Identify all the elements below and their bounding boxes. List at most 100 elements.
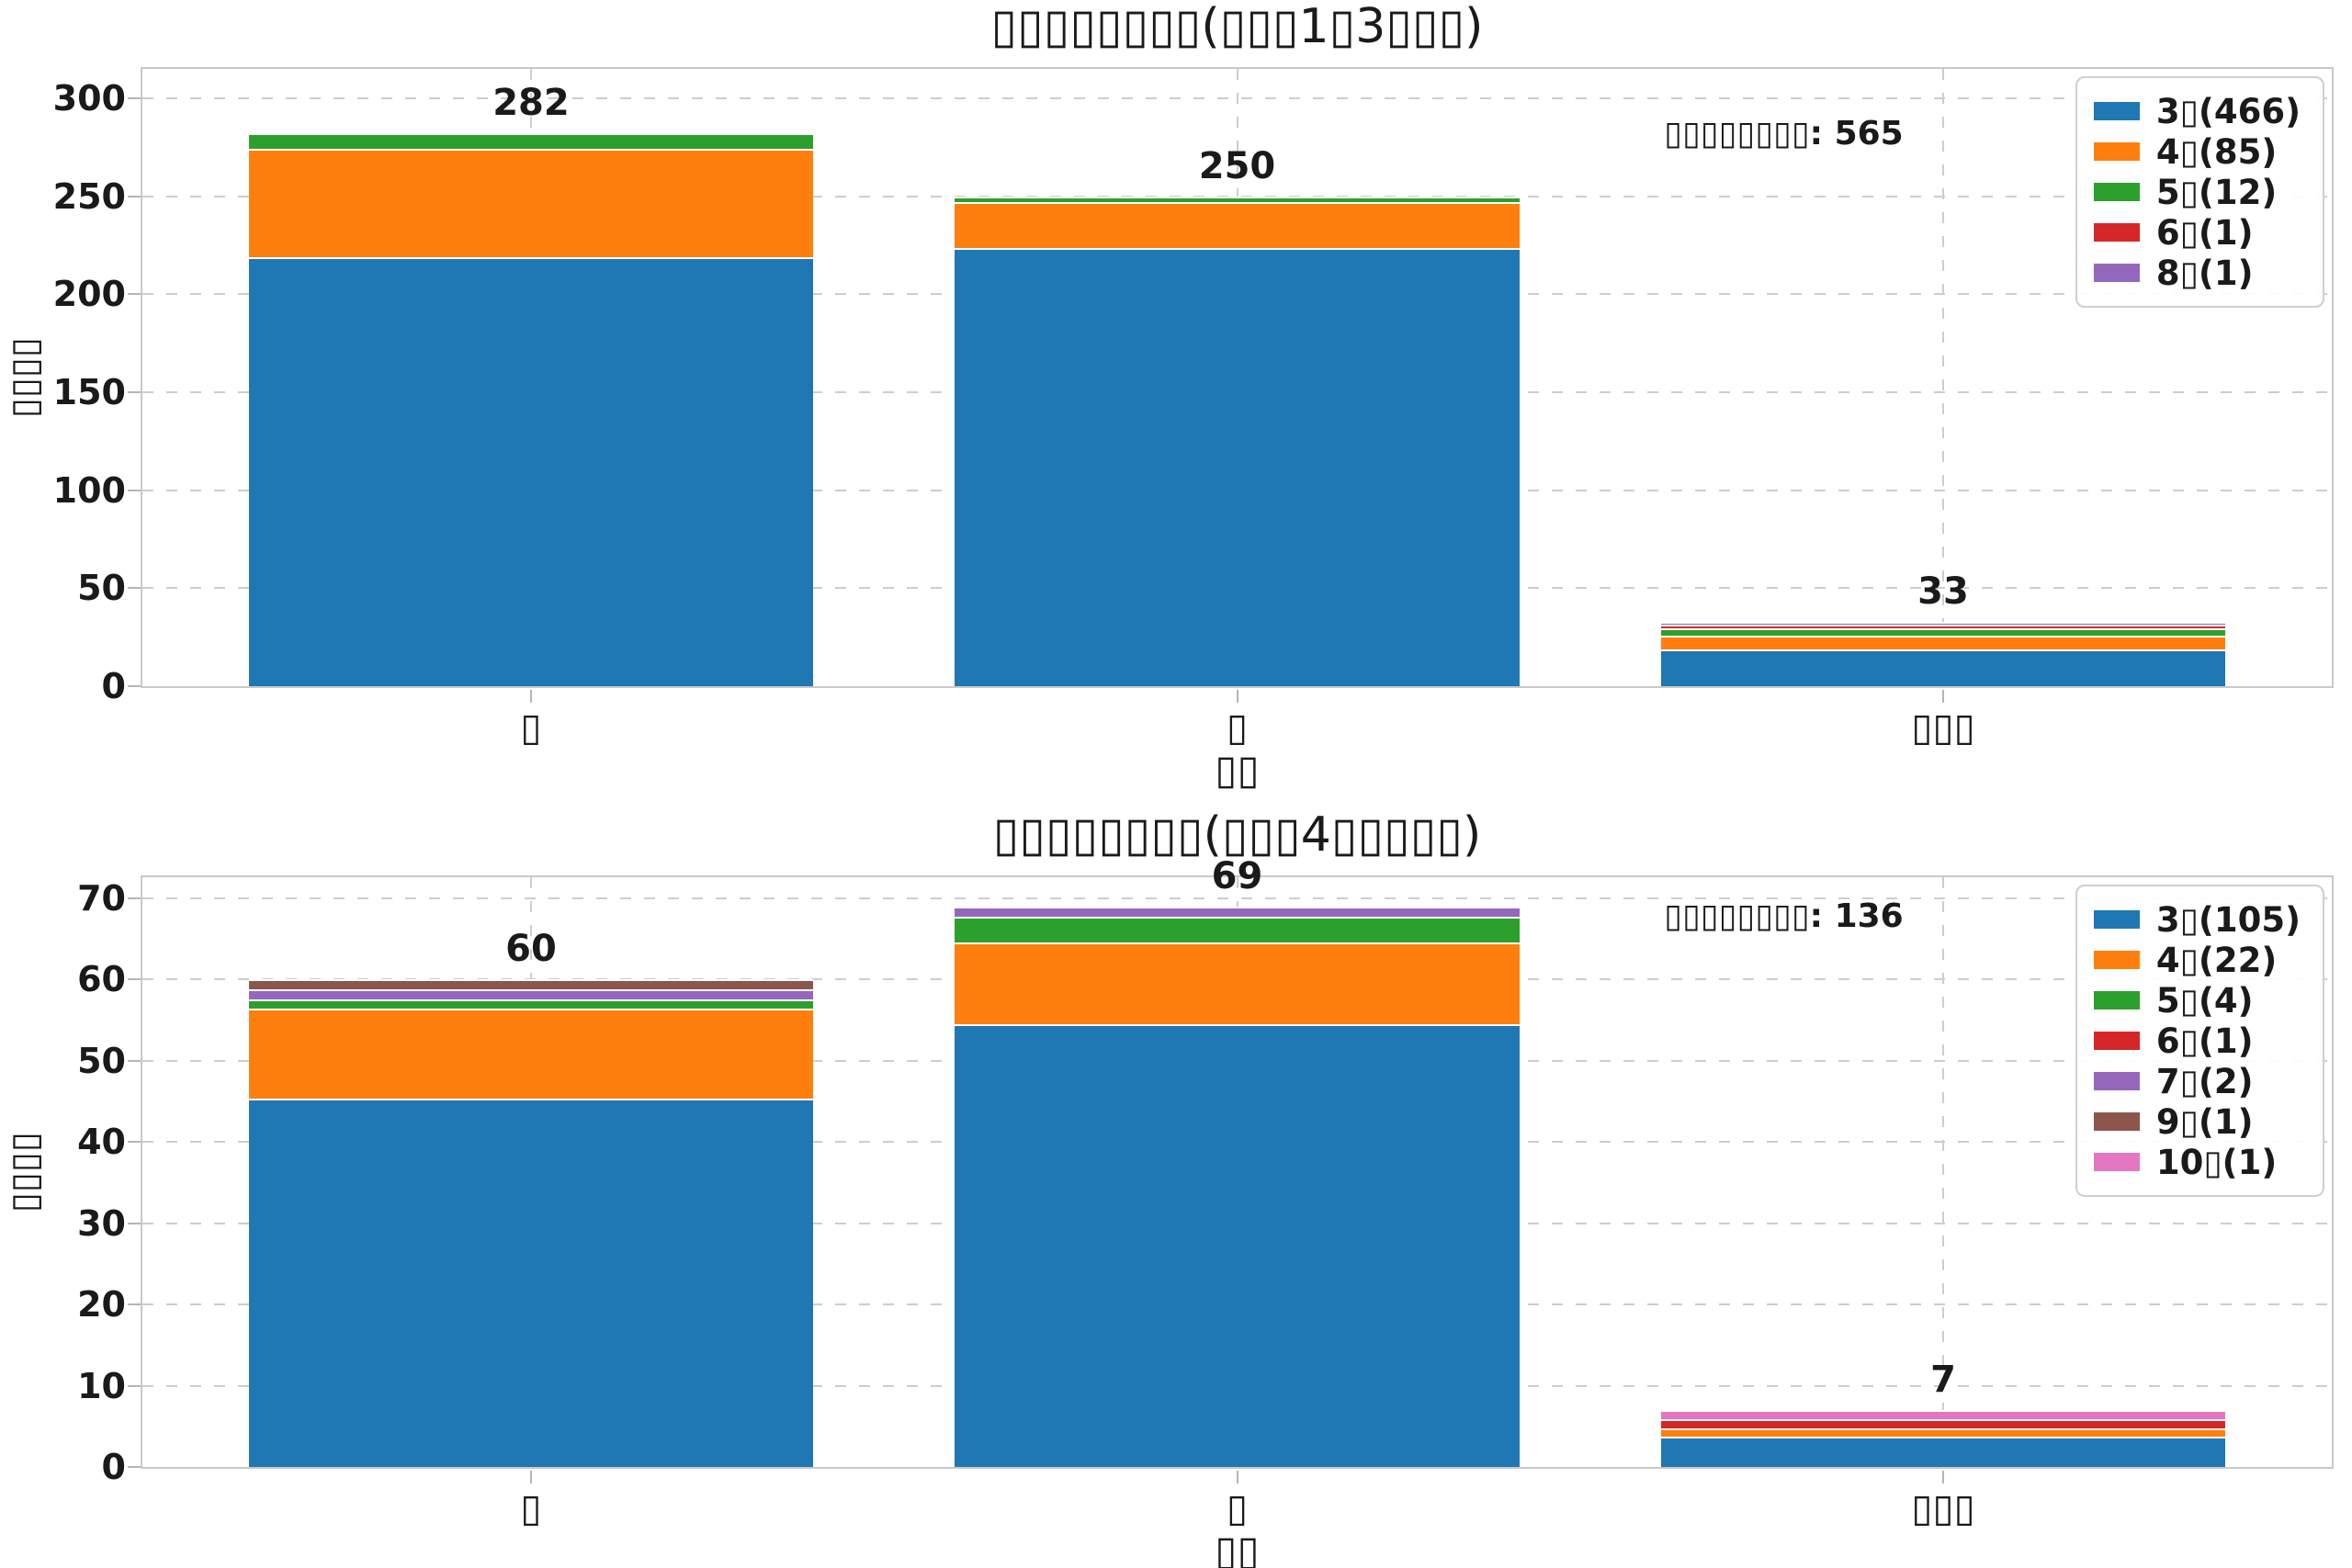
bar-segment-1: [955, 201, 1520, 249]
bar-segment-1: [248, 149, 814, 258]
plot-area-top: ▯▯▯▯▯▯▯▯(▯▯▯1▯3▯▯▯) ▯▯▯▯ ▯▯ ▯▯▯▯▯▯▯▯: 56…: [4, 0, 2334, 794]
y-tick-mark: [128, 897, 141, 899]
bar-total-label: 69: [1211, 854, 1263, 897]
x-tick-mark: [1236, 1471, 1238, 1483]
bar-segment-2: [955, 196, 1520, 202]
gridline-vertical: [1942, 69, 1945, 686]
y-tick-mark: [128, 1222, 141, 1224]
y-tick-mark: [128, 293, 141, 296]
bar-segment-4: [955, 906, 1520, 917]
legend-row: 4▯(22): [2093, 940, 2301, 980]
legend-swatch: [2093, 951, 2140, 969]
legend-top: 3▯(466) 4▯(85) 5▯(12) 6▯(1) 8▯(1): [2075, 76, 2324, 308]
legend-label: 9▯(1): [2155, 1101, 2254, 1142]
legend-label: 5▯(4): [2155, 980, 2254, 1021]
bar-segment-3: [1660, 625, 2226, 629]
total-annotation-top: ▯▯▯▯▯▯▯▯: 565: [1664, 115, 1904, 152]
x-tick-mark: [1942, 690, 1945, 703]
chart-title-top: ▯▯▯▯▯▯▯▯(▯▯▯1▯3▯▯▯): [990, 0, 1484, 54]
bar-segment-2: [248, 998, 814, 1010]
legend-row: 9▯(1): [2093, 1101, 2301, 1142]
x-axis-label-top: ▯▯: [1215, 747, 1260, 794]
y-tick-mark: [128, 1466, 141, 1468]
y-tick-mark: [128, 587, 141, 590]
y-tick-mark: [128, 1141, 141, 1144]
legend-label: 7▯(2): [2155, 1061, 2254, 1101]
bar-segment-0: [248, 257, 814, 686]
bar-segment-1: [955, 942, 1520, 1025]
stacked-bar: [1660, 621, 2226, 686]
legend-swatch: [2093, 1032, 2140, 1050]
legend-row: 3▯(105): [2093, 899, 2301, 940]
y-axis-label-bottom: ▯▯▯▯: [4, 1131, 46, 1213]
y-tick-mark: [128, 97, 141, 99]
legend-swatch: [2093, 183, 2140, 201]
y-tick-label: 10: [77, 1365, 126, 1406]
x-tick-mark: [1236, 690, 1238, 703]
y-tick-label: 20: [77, 1284, 126, 1325]
legend-swatch: [2093, 264, 2140, 282]
bar-segment-3: [1660, 1418, 2226, 1428]
x-tick-label: ▯: [1226, 705, 1249, 750]
legend-bottom: 3▯(105) 4▯(22) 5▯(4) 6▯(1) 7▯(2) 9▯(1) 10▯(1): [2075, 885, 2324, 1197]
bar-segment-5: [248, 979, 814, 990]
gridline-vertical: [1942, 877, 1945, 1467]
legend-row: 5▯(12): [2093, 172, 2301, 212]
y-tick-label: 70: [77, 877, 126, 919]
y-tick-label: 60: [77, 959, 126, 1000]
legend-label: 6▯(1): [2155, 1021, 2254, 1061]
bar-total-label: 60: [505, 928, 557, 971]
bar-segment-1: [1660, 635, 2226, 649]
y-tick-label: 300: [52, 78, 126, 118]
y-tick-mark: [128, 195, 141, 197]
legend-row: 3▯(466): [2093, 91, 2301, 131]
legend-label: 4▯(22): [2155, 940, 2278, 980]
y-tick-mark: [128, 1384, 141, 1387]
chart-title-bottom: ▯▯▯▯▯▯▯▯(▯▯▯4▯▯▯▯▯): [992, 807, 1482, 863]
y-tick-label: 100: [52, 469, 126, 511]
legend-row: 6▯(1): [2093, 212, 2301, 253]
bar-segment-0: [1660, 649, 2226, 686]
stacked-bar: [248, 979, 814, 1467]
stacked-bar: [955, 906, 1520, 1467]
bar-segment-0: [955, 248, 1520, 686]
y-tick-mark: [128, 978, 141, 981]
legend-label: 5▯(12): [2155, 172, 2278, 212]
bar-segment-0: [248, 1098, 814, 1467]
bar-total-label: 250: [1198, 144, 1276, 187]
x-tick-label: ▯: [520, 705, 542, 750]
bar-total-label: 33: [1917, 570, 1969, 613]
x-tick-label: ▯▯▯: [1911, 705, 1975, 750]
legend-swatch: [2093, 1153, 2140, 1171]
y-tick-mark: [128, 685, 141, 687]
legend-row: 10▯(1): [2093, 1142, 2301, 1182]
x-tick-mark: [1942, 1471, 1945, 1483]
legend-swatch: [2093, 223, 2140, 242]
total-annotation-bottom: ▯▯▯▯▯▯▯▯: 136: [1664, 897, 1904, 935]
bar-segment-2: [1660, 628, 2226, 636]
y-tick-label: 150: [52, 372, 126, 412]
legend-row: 7▯(2): [2093, 1061, 2301, 1101]
bar-segment-4: [248, 989, 814, 999]
bar-total-label: 7: [1930, 1359, 1956, 1402]
x-tick-mark: [529, 1471, 532, 1483]
y-tick-mark: [128, 1303, 141, 1306]
x-axis-label-bottom: ▯▯: [1215, 1528, 1260, 1568]
plot-area-bottom: ▯▯▯▯▯▯▯▯(▯▯▯4▯▯▯▯▯) ▯▯▯▯ ▯▯ ▯▯▯▯▯▯▯▯: 13…: [4, 807, 2334, 1568]
bar-segment-1: [1660, 1427, 2226, 1438]
y-tick-label: 50: [77, 1040, 126, 1081]
y-tick-label: 0: [101, 666, 126, 706]
stacked-bar: [248, 133, 814, 686]
legend-label: 10▯(1): [2155, 1142, 2278, 1182]
legend-swatch: [2093, 910, 2140, 929]
bar-segment-2: [955, 916, 1520, 942]
legend-row: 4▯(85): [2093, 131, 2301, 172]
y-tick-label: 50: [77, 568, 126, 609]
bar-segment-6: [1660, 1410, 2226, 1419]
bar-segment-0: [1660, 1437, 2226, 1467]
legend-swatch: [2093, 991, 2140, 1010]
y-tick-mark: [128, 1059, 141, 1062]
bar-segment-4: [1660, 621, 2226, 626]
stacked-bar: [955, 196, 1520, 686]
